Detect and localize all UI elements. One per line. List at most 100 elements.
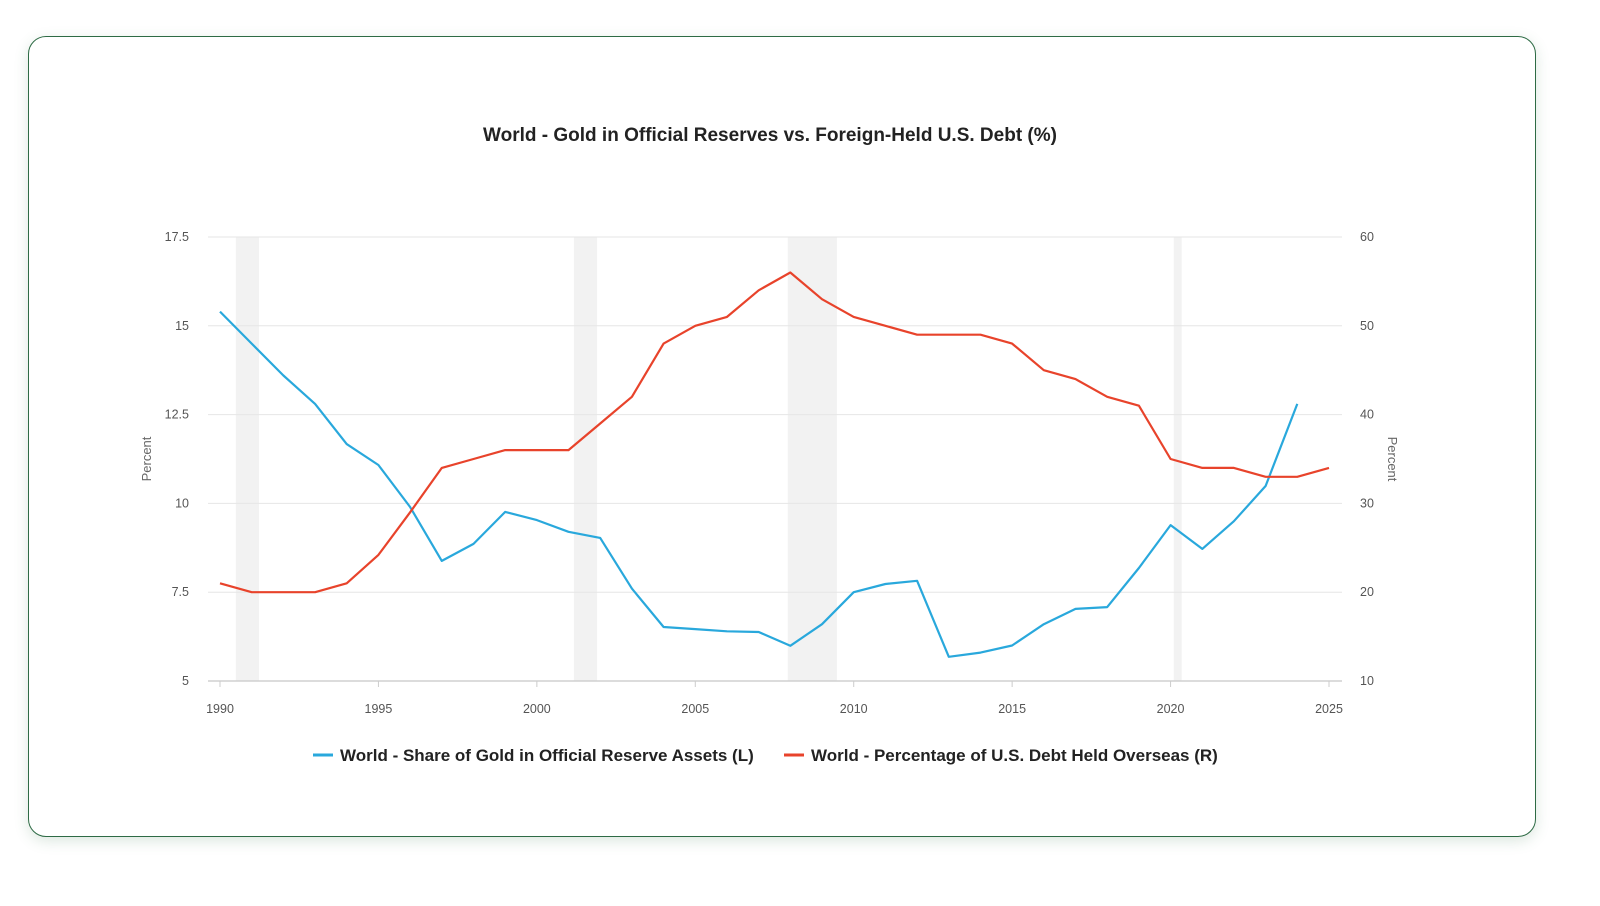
data-point[interactable]	[279, 588, 287, 596]
legend: World - Share of Gold in Official Reserv…	[313, 746, 1218, 765]
data-point[interactable]	[660, 340, 668, 348]
data-point[interactable]	[976, 649, 984, 657]
data-point[interactable]	[913, 577, 921, 585]
data-point[interactable]	[1198, 545, 1206, 553]
y-tick-right: 50	[1360, 319, 1374, 333]
y-tick-right: 10	[1360, 674, 1374, 688]
data-point[interactable]	[628, 393, 636, 401]
data-point[interactable]	[1135, 564, 1143, 572]
recession-band-0	[235, 237, 259, 681]
y-tick-left: 17.5	[165, 230, 189, 244]
data-point[interactable]	[374, 461, 382, 469]
data-point[interactable]	[1167, 521, 1175, 529]
data-point[interactable]	[374, 551, 382, 559]
data-point[interactable]	[565, 528, 573, 536]
y-tick-left: 5	[182, 674, 189, 688]
data-point[interactable]	[913, 331, 921, 339]
series-line-debt-overseas[interactable]	[219, 271, 1330, 594]
data-point[interactable]	[406, 508, 414, 516]
left-axis-label: Percent	[139, 436, 154, 481]
data-point[interactable]	[1293, 473, 1301, 481]
data-point[interactable]	[343, 440, 351, 448]
data-point[interactable]	[1040, 620, 1048, 628]
data-point[interactable]	[723, 627, 731, 635]
data-point[interactable]	[565, 446, 573, 454]
data-point[interactable]	[850, 588, 858, 596]
data-point[interactable]	[723, 313, 731, 321]
legend-label-gold-share[interactable]: World - Share of Gold in Official Reserv…	[340, 746, 754, 765]
data-point[interactable]	[501, 446, 509, 454]
data-point[interactable]	[881, 322, 889, 330]
data-point[interactable]	[438, 464, 446, 472]
data-point[interactable]	[533, 446, 541, 454]
data-point[interactable]	[1008, 641, 1016, 649]
data-point[interactable]	[1262, 473, 1270, 481]
data-point[interactable]	[691, 625, 699, 633]
data-point[interactable]	[1293, 400, 1301, 408]
data-point[interactable]	[1072, 375, 1080, 383]
right-axis-label: Percent	[1385, 437, 1400, 482]
recession-band-1	[573, 237, 598, 681]
x-tick-label: 1990	[206, 702, 234, 716]
data-point[interactable]	[216, 308, 224, 316]
data-point[interactable]	[1325, 464, 1333, 472]
data-point[interactable]	[850, 313, 858, 321]
y-tick-right: 40	[1360, 408, 1374, 422]
data-point[interactable]	[1230, 464, 1238, 472]
data-point[interactable]	[786, 269, 794, 277]
data-point[interactable]	[976, 331, 984, 339]
data-point[interactable]	[1230, 517, 1238, 525]
data-point[interactable]	[596, 534, 604, 542]
x-tick-label: 2010	[840, 702, 868, 716]
data-point[interactable]	[311, 400, 319, 408]
data-point[interactable]	[755, 286, 763, 294]
data-point[interactable]	[660, 623, 668, 631]
x-tick-label: 2020	[1157, 702, 1185, 716]
data-point[interactable]	[1103, 393, 1111, 401]
data-point[interactable]	[438, 557, 446, 565]
data-point[interactable]	[533, 516, 541, 524]
x-tick-label: 2000	[523, 702, 551, 716]
x-tick-label: 1995	[365, 702, 393, 716]
y-tick-left: 15	[175, 319, 189, 333]
data-point[interactable]	[501, 508, 509, 516]
data-point[interactable]	[216, 579, 224, 587]
legend-label-debt-overseas[interactable]: World - Percentage of U.S. Debt Held Ove…	[811, 746, 1218, 765]
data-point[interactable]	[311, 588, 319, 596]
data-point[interactable]	[818, 620, 826, 628]
y-tick-left: 12.5	[165, 408, 189, 422]
data-point[interactable]	[1072, 605, 1080, 613]
data-point[interactable]	[1262, 482, 1270, 490]
data-point[interactable]	[1008, 340, 1016, 348]
data-point[interactable]	[469, 455, 477, 463]
data-point[interactable]	[945, 653, 953, 661]
data-point[interactable]	[596, 419, 604, 427]
y-tick-left: 7.5	[172, 585, 189, 599]
data-point[interactable]	[1167, 455, 1175, 463]
data-point[interactable]	[786, 642, 794, 650]
data-point[interactable]	[1135, 402, 1143, 410]
y-tick-right: 30	[1360, 496, 1374, 510]
series-line-gold-share[interactable]	[219, 310, 1299, 658]
data-point[interactable]	[881, 580, 889, 588]
recession-band-2	[787, 237, 837, 681]
data-point[interactable]	[818, 295, 826, 303]
data-point[interactable]	[469, 540, 477, 548]
data-point[interactable]	[755, 628, 763, 636]
x-tick-label: 2005	[681, 702, 709, 716]
data-point[interactable]	[248, 588, 256, 596]
x-tick-label: 2025	[1315, 702, 1343, 716]
y-tick-right: 20	[1360, 585, 1374, 599]
data-point[interactable]	[1103, 603, 1111, 611]
data-point[interactable]	[691, 322, 699, 330]
data-point[interactable]	[1040, 366, 1048, 374]
data-point[interactable]	[945, 331, 953, 339]
data-point[interactable]	[343, 579, 351, 587]
data-point[interactable]	[279, 372, 287, 380]
chart-title: World - Gold in Official Reserves vs. Fo…	[483, 125, 1057, 146]
y-tick-right: 60	[1360, 230, 1374, 244]
data-point[interactable]	[628, 585, 636, 593]
data-point[interactable]	[248, 340, 256, 348]
data-point[interactable]	[1198, 464, 1206, 472]
